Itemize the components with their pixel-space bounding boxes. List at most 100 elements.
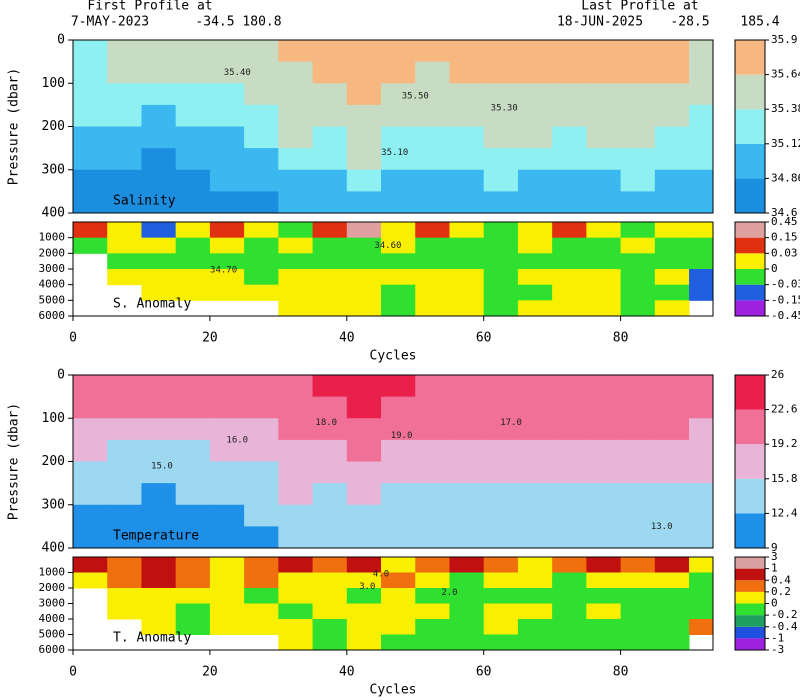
cell xyxy=(107,588,142,604)
cell xyxy=(278,557,314,573)
cell xyxy=(517,253,553,270)
cell xyxy=(381,191,416,213)
cell xyxy=(73,148,108,171)
cell xyxy=(141,572,177,589)
colorbar-swatch xyxy=(735,409,765,445)
cell xyxy=(586,557,622,573)
x-tick-label: 0 xyxy=(69,665,77,680)
cell xyxy=(483,461,519,484)
colorbar-label: 0.15 xyxy=(771,231,798,244)
colorbar-label: 1 xyxy=(771,562,778,575)
cell xyxy=(552,126,587,149)
cell xyxy=(346,40,382,63)
cell xyxy=(312,375,348,398)
x-tick-label: 40 xyxy=(339,665,355,680)
y-tick-label: 300 xyxy=(42,162,65,177)
cell xyxy=(483,300,519,316)
cell xyxy=(586,148,622,171)
cell xyxy=(552,504,587,527)
y-tick-label: 1000 xyxy=(39,231,66,244)
cell xyxy=(346,191,382,213)
cell xyxy=(175,253,211,270)
cell xyxy=(209,126,245,149)
cell xyxy=(312,439,348,462)
cell xyxy=(586,269,622,286)
y-axis-label: Pressure (dbar) xyxy=(7,403,22,520)
cell xyxy=(449,61,485,84)
colorbar-label: 35.9 xyxy=(771,33,798,46)
cell xyxy=(620,619,656,635)
header-text: Last Profile at xyxy=(581,0,698,14)
cell xyxy=(141,83,177,106)
x-tick-label: 20 xyxy=(202,331,218,346)
cell xyxy=(107,40,142,63)
cell xyxy=(141,237,177,254)
cell xyxy=(141,126,177,149)
y-tick-label: 6000 xyxy=(39,643,66,656)
cell xyxy=(483,40,519,63)
cell xyxy=(73,191,108,213)
cell xyxy=(244,461,279,484)
cell xyxy=(175,222,211,239)
cell xyxy=(175,588,211,604)
cell xyxy=(689,191,713,213)
contour-label: 17.0 xyxy=(500,418,522,428)
cell xyxy=(73,504,108,527)
y-tick-label: 2000 xyxy=(39,581,66,594)
cell xyxy=(586,526,622,548)
colorbar-label: 9 xyxy=(771,541,778,554)
colorbar-swatch xyxy=(735,615,765,627)
cell xyxy=(517,396,553,419)
cell xyxy=(381,572,416,589)
cell xyxy=(552,557,587,573)
cell xyxy=(209,253,245,270)
cell xyxy=(517,461,553,484)
colorbar-label: 0.03 xyxy=(771,246,798,259)
cell xyxy=(244,396,279,419)
y-tick-label: 100 xyxy=(42,76,65,91)
cell xyxy=(175,483,211,506)
cell xyxy=(278,191,314,213)
cell xyxy=(620,269,656,286)
y-tick-label: 5000 xyxy=(39,293,66,306)
cell xyxy=(278,418,314,441)
cell xyxy=(244,191,279,213)
cell xyxy=(415,483,450,506)
cell xyxy=(689,588,713,604)
cell xyxy=(175,557,211,573)
cell xyxy=(654,619,690,635)
cell xyxy=(346,439,382,462)
cell xyxy=(449,222,485,239)
cell xyxy=(312,483,348,506)
cell xyxy=(689,439,713,462)
cell xyxy=(312,603,348,620)
cell xyxy=(209,237,245,254)
cell xyxy=(381,148,416,171)
colorbar-label: -0.4 xyxy=(771,620,798,633)
header-text: 180.8 xyxy=(242,15,281,30)
cell xyxy=(620,253,656,270)
colorbar-swatch xyxy=(735,40,765,75)
cell xyxy=(654,572,690,589)
cell xyxy=(278,375,314,398)
cell xyxy=(244,572,279,589)
cell xyxy=(586,603,622,620)
cell xyxy=(689,526,713,548)
cell xyxy=(278,269,314,286)
cell xyxy=(278,83,314,106)
colorbar-label: 0 xyxy=(771,597,778,610)
cell xyxy=(278,126,314,149)
y-tick-label: 200 xyxy=(42,119,65,134)
cell xyxy=(517,375,553,398)
cell xyxy=(312,237,348,254)
cell xyxy=(552,619,587,635)
cell xyxy=(517,634,553,650)
cell xyxy=(654,126,690,149)
cell xyxy=(73,104,108,127)
cell xyxy=(415,396,450,419)
cell xyxy=(312,191,348,213)
cell xyxy=(517,439,553,462)
cells: 4.0 3.0 2.0 xyxy=(73,557,713,650)
cell xyxy=(689,557,713,573)
